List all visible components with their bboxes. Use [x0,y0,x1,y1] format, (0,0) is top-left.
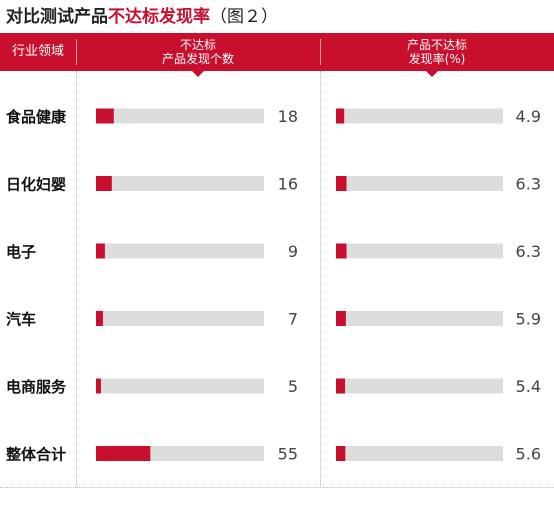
title-suffix: （图２） [210,7,278,27]
title-highlight: 不达标发现率 [108,7,210,27]
value-label: 5.4 [516,377,541,396]
value-label: 6.3 [516,242,541,261]
bar [96,446,151,461]
bar-track [336,108,503,124]
category-label: 日化妇婴 [6,176,66,194]
category-label: 汽车 [6,311,36,329]
category-label: 电子 [6,243,36,261]
value-label: 55 [278,445,298,464]
bar [336,176,347,191]
header-divider [76,39,77,65]
value-label: 18 [278,107,298,126]
header-rate-line2: 发现率(%) [408,52,466,66]
title-prefix: 对比测试产品 [6,7,108,27]
bar-track [96,378,264,394]
header-industry: 行业领域 [11,44,64,59]
value-label: 6.3 [516,175,541,194]
category-label: 电商服务 [6,378,67,396]
bar [336,108,345,124]
chart-title: 对比测试产品不达标发现率（图２） [6,5,278,29]
bar [96,243,105,259]
header-count-line2: 产品发现个数 [161,52,234,66]
value-label: 16 [278,175,298,194]
bar-track [96,311,264,326]
bar [336,378,346,394]
bar-track [336,311,503,326]
bar [96,176,112,191]
bottom-divider [0,487,554,488]
value-label: 4.9 [516,107,541,126]
header-notch [426,71,438,77]
bar-track [96,108,264,124]
bar [96,311,103,326]
bar-track [336,176,503,191]
value-label: 5.9 [516,310,541,329]
category-label: 食品健康 [6,108,67,126]
header-count: 不达标 产品发现个数 [76,33,320,71]
value-label: 9 [288,242,298,261]
bar-track [96,243,264,259]
bar [336,243,347,259]
category-label: 整体合计 [6,446,66,464]
bar-track [96,176,264,191]
bar-track [336,446,503,461]
bar-track [336,378,503,394]
header-count-line1: 不达标 [179,38,216,52]
bar [96,378,101,394]
value-label: 5 [288,377,298,396]
value-label: 5.6 [516,445,541,464]
bar [336,446,346,461]
bar-track [336,243,503,259]
column-divider [76,71,77,487]
value-label: 7 [288,310,298,329]
table-header: 行业领域 不达标 产品发现个数 产品不达标 发现率(%) [0,33,554,77]
header-divider [320,39,321,65]
header-rate: 产品不达标 发现率(%) [320,33,554,71]
bar [336,311,346,326]
header-notch [192,71,204,77]
column-divider [320,71,321,487]
header-rate-line1: 产品不达标 [406,38,467,52]
bar [96,108,114,124]
